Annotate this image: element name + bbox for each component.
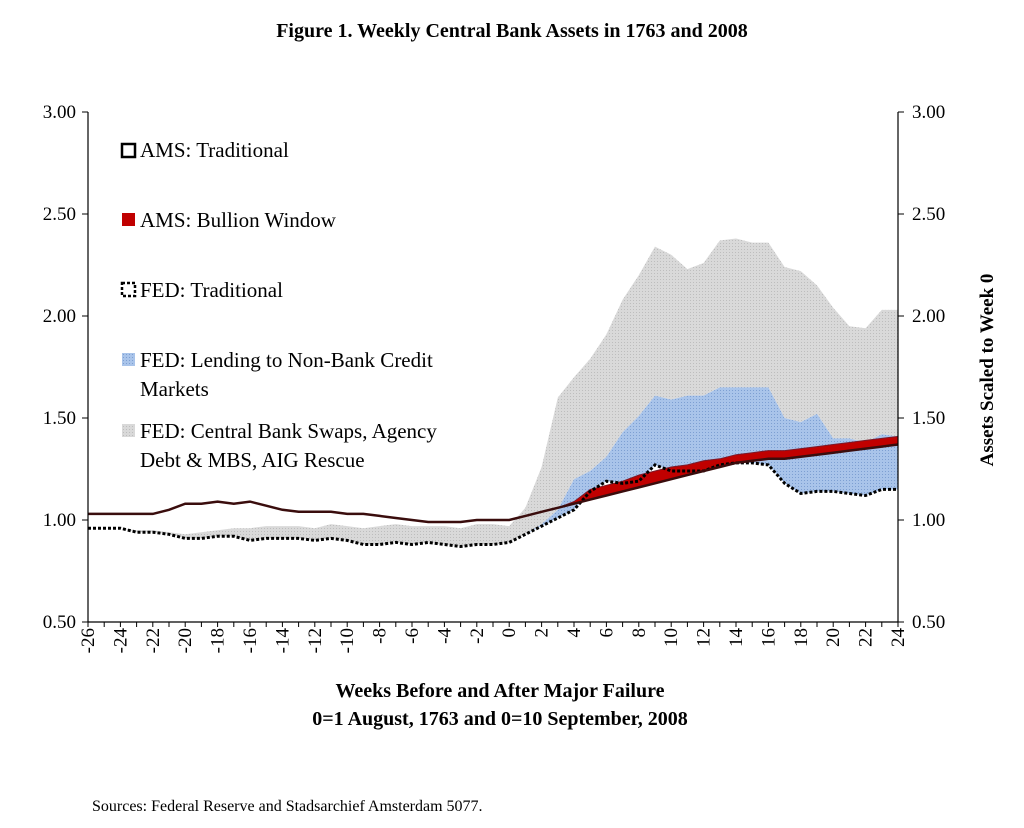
x-tick-label: 12 (694, 628, 715, 647)
y-tick-label-right: 2.00 (912, 306, 945, 327)
x-tick-labels: -26 -24 -22 -20 -18 -16 -14 -12 -10 -8 -6 -4 -2 0 2 4 6 8… (78, 628, 909, 654)
y-tick-label-right: 2.50 (912, 204, 945, 225)
legend-label-fed-swaps-2: Debt & MBS, AIG Rescue (140, 448, 365, 472)
legend-swatch-fed-lending (122, 353, 135, 366)
x-tick-label: -8 (370, 628, 391, 644)
y-tick-label-left: 0.50 (43, 612, 76, 633)
y-tick-label-left: 1.50 (43, 408, 76, 429)
ams-traditional-path (88, 443, 899, 524)
x-tick-label: -12 (305, 628, 326, 653)
x-tick-label: -26 (78, 628, 99, 653)
x-tick-label: -16 (240, 628, 261, 653)
y2-axis-label: Assets Scaled to Week 0 (977, 274, 998, 467)
legend-label-ams-traditional: AMS: Traditional (140, 138, 289, 162)
y-tick-label-left: 1.00 (43, 510, 76, 531)
y-tick-label-left: 2.50 (43, 204, 76, 225)
legend-swatch-ams-bullion (122, 213, 135, 226)
x-tick-label: -22 (143, 628, 164, 653)
x-axis-label-line1: Weeks Before and After Major Failure (335, 680, 665, 702)
x-tick-label: 18 (791, 628, 812, 647)
x-tick-label: 6 (596, 628, 617, 638)
x-axis-label-line2: 0=1 August, 1763 and 0=10 September, 200… (312, 708, 688, 730)
y-tick-labels-left: 0.50 1.00 1.50 2.00 2.50 3.00 (43, 102, 76, 633)
legend-swatch-fed-swaps (122, 424, 135, 437)
legend-label-fed-swaps-1: FED: Central Bank Swaps, Agency (140, 419, 437, 443)
x-tick-label: 24 (888, 628, 909, 648)
fed-swaps-area (88, 238, 898, 547)
source-note: Sources: Federal Reserve and Stadsarchie… (92, 798, 483, 815)
x-tick-label: -6 (402, 628, 423, 644)
y-tick-label-right: 0.50 (912, 612, 945, 633)
ams-traditional-line (88, 443, 899, 524)
fed-traditional-path (88, 461, 898, 549)
figure-title: Figure 1. Weekly Central Bank Assets in … (276, 20, 748, 42)
x-tick-label: -20 (175, 628, 196, 653)
x-tick-label: 22 (856, 628, 877, 647)
chart: -26 -24 -22 -20 -18 -16 -14 -12 -10 -8 -6 -4 -2 0 2 4 6 8… (43, 102, 998, 654)
y-tick-label-right: 3.00 (912, 102, 945, 123)
x-tick-label: 0 (499, 628, 520, 638)
legend-label-fed-lending-2: Markets (140, 377, 209, 401)
x-tick-label: 8 (629, 628, 650, 638)
x-tick-label: 16 (758, 628, 779, 647)
x-tick-label: 20 (823, 628, 844, 647)
legend-label-fed-lending-1: FED: Lending to Non-Bank Credit (140, 348, 433, 372)
y-tick-labels-right: 0.50 1.00 1.50 2.00 2.50 3.00 (912, 102, 945, 633)
y-tick-label-left: 3.00 (43, 102, 76, 123)
x-tick-label: -18 (208, 628, 229, 653)
x-tick-label: 2 (532, 628, 553, 638)
legend-label-fed-traditional: FED: Traditional (140, 278, 283, 302)
fed-lending-band (88, 387, 898, 547)
y-tick-label-left: 2.00 (43, 306, 76, 327)
y-tick-label-right: 1.00 (912, 510, 945, 531)
legend-swatch-ams-traditional (120, 142, 137, 159)
x-tick-label: -4 (434, 628, 455, 644)
legend: AMS: Traditional AMS: Bullion Window FED… (120, 138, 437, 472)
fed-swaps-band (88, 238, 898, 547)
axes (82, 111, 904, 627)
y-tick-label-right: 1.50 (912, 408, 945, 429)
x-tick-label: 4 (564, 628, 585, 638)
legend-label-ams-bullion: AMS: Bullion Window (140, 208, 337, 232)
x-tick-label: -2 (467, 628, 488, 644)
fed-traditional-line (88, 461, 898, 549)
x-tick-label: -14 (272, 628, 293, 654)
legend-swatch-fed-traditional (120, 281, 137, 298)
x-tick-label: 10 (661, 628, 682, 647)
x-tick-label: -10 (337, 628, 358, 653)
fed-lending-area (88, 387, 898, 547)
x-tick-label: -24 (110, 628, 131, 654)
x-tick-label: 14 (726, 628, 747, 648)
